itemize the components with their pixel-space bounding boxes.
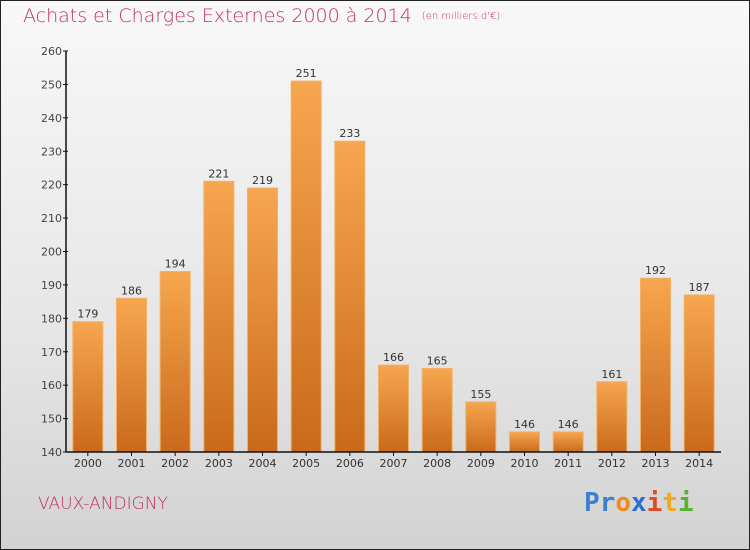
- y-tick-label: 200: [41, 246, 62, 259]
- y-axis: 140 150 160 170 180 190 200 210 220 230 240 250 260: [41, 45, 68, 459]
- y-tick-label: 240: [41, 112, 62, 125]
- x-tick-label-2014: 2014: [685, 457, 713, 470]
- bar-2010: [509, 431, 540, 453]
- y-tick-label: 160: [41, 379, 62, 392]
- x-tick-label-2012: 2012: [598, 457, 626, 470]
- data-label-2003: 221: [208, 167, 229, 180]
- logo-letter: i: [677, 488, 694, 518]
- y-tick-label: 230: [41, 145, 62, 158]
- y-tick-label: 150: [41, 413, 62, 426]
- bar-2011: [552, 431, 584, 453]
- bar-2013: [640, 277, 671, 453]
- bar-2001: [116, 297, 147, 453]
- data-label-2002: 194: [165, 258, 186, 271]
- data-label-2012: 161: [601, 368, 622, 381]
- bar-2004: [247, 187, 278, 453]
- y-tick-label: 190: [41, 279, 62, 292]
- x-tick-label-2013: 2013: [642, 457, 670, 470]
- y-tick-label: 220: [41, 179, 62, 192]
- x-tick-label-2005: 2005: [292, 457, 320, 470]
- x-axis: 2000 2001 2002 2003 2004 2005 2006 2007 2008 2009…: [66, 451, 721, 470]
- bar-2005: [290, 80, 322, 453]
- logo-letter: r: [599, 488, 616, 518]
- y-tick-label: 180: [41, 312, 62, 325]
- data-label-2010: 146: [514, 418, 535, 431]
- chart-title-text: Achats et Charges Externes 2000 à 2014: [23, 5, 412, 27]
- data-label-2008: 165: [427, 354, 448, 367]
- logo-letter: t: [662, 488, 678, 518]
- data-label-2011: 146: [558, 418, 579, 431]
- x-tick-label-2003: 2003: [205, 457, 233, 470]
- x-tick-label-2007: 2007: [380, 457, 408, 470]
- x-tick-label-2008: 2008: [423, 457, 451, 470]
- bar-2003: [203, 180, 235, 453]
- chart-subtitle: (en milliers d'€): [421, 11, 501, 22]
- y-tick-label: 250: [41, 78, 62, 91]
- y-tick-label: 140: [41, 446, 62, 459]
- data-label-2013: 192: [645, 264, 666, 277]
- logo-letter: i: [646, 488, 663, 518]
- data-label-2006: 233: [339, 127, 360, 140]
- data-label-2014: 187: [689, 281, 710, 294]
- bar-2006: [334, 140, 366, 453]
- bar-2000: [72, 321, 104, 453]
- x-tick-label-2004: 2004: [249, 457, 277, 470]
- x-tick-label-2006: 2006: [336, 457, 364, 470]
- data-label-2007: 166: [383, 351, 404, 364]
- y-tick-label: 260: [41, 45, 62, 58]
- bar-2008: [421, 367, 453, 453]
- bar-2012: [596, 381, 628, 453]
- x-tick-label-2011: 2011: [554, 457, 582, 470]
- x-tick-label-2009: 2009: [467, 457, 495, 470]
- y-tick-label: 170: [41, 346, 62, 359]
- bar-2002: [159, 271, 191, 453]
- logo-letter: o: [615, 488, 631, 518]
- data-label-2009: 155: [470, 388, 491, 401]
- bar-2009: [465, 401, 497, 453]
- data-label-2000: 179: [77, 308, 98, 321]
- chart-title: Achats et Charges Externes 2000 à 2014 (e…: [23, 5, 500, 27]
- data-label-2004: 219: [252, 174, 273, 187]
- data-label-2005: 251: [296, 67, 317, 80]
- y-tick-label: 210: [41, 212, 62, 225]
- commune-name: VAUX-ANDIGNY: [38, 494, 168, 514]
- proxiti-logo[interactable]: Proxiti: [584, 488, 694, 518]
- logo-letter: x: [630, 488, 647, 518]
- x-tick-label-2002: 2002: [161, 457, 189, 470]
- bar-2014: [683, 294, 715, 453]
- x-tick-label-2001: 2001: [118, 457, 146, 470]
- bar-2007: [378, 364, 409, 453]
- bars: 179 186 194 221 219 251 233 166 165 155 146 146 161 1…: [72, 67, 715, 453]
- data-label-2001: 186: [121, 284, 142, 297]
- x-tick-label-2010: 2010: [511, 457, 539, 470]
- x-tick-label-2000: 2000: [74, 457, 102, 470]
- logo-letter: P: [584, 488, 600, 518]
